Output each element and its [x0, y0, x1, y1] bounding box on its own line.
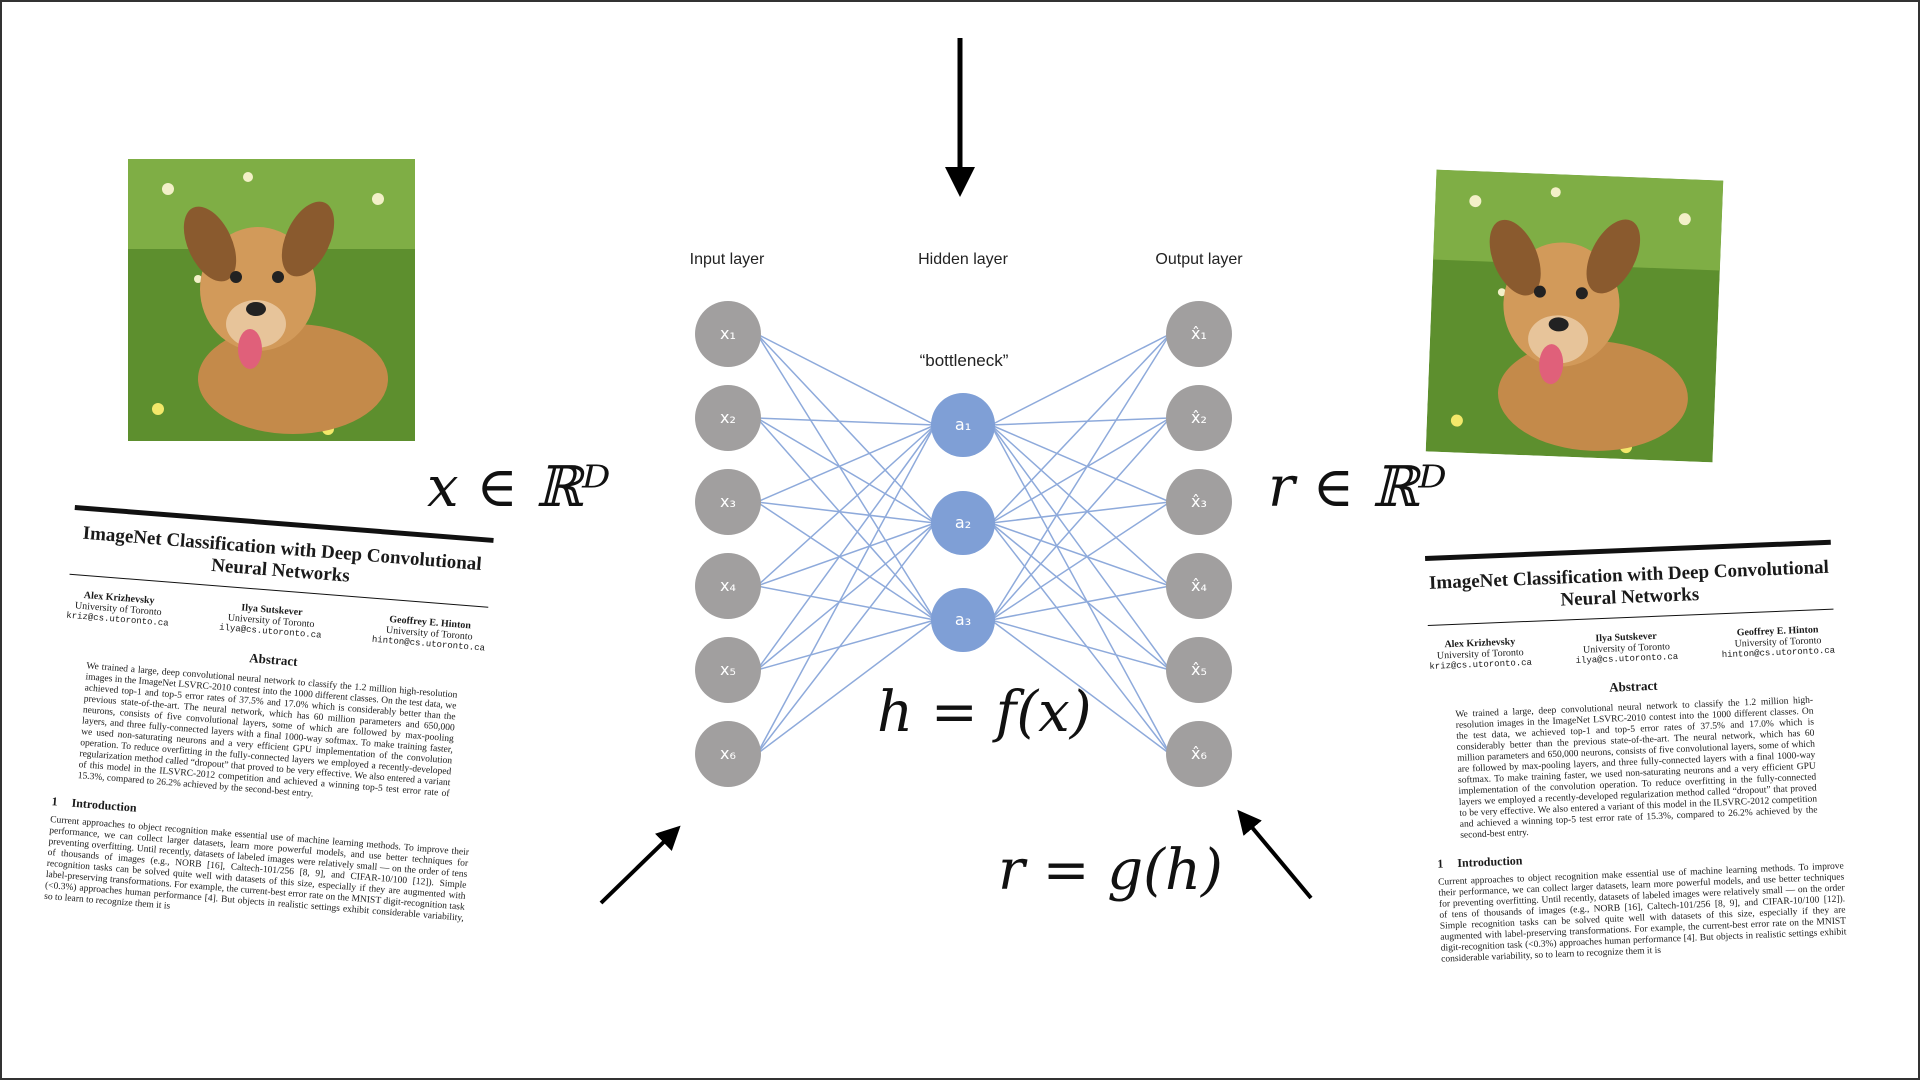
- input-node: x₁: [695, 301, 761, 367]
- input-node-label: x₁: [720, 324, 736, 343]
- output-node-circle: [1166, 385, 1232, 451]
- hidden-output-edge: [990, 619, 1171, 671]
- output-node-label: x̂₄: [1191, 576, 1207, 595]
- hidden-node-circle: [931, 588, 995, 652]
- hidden-output-edge: [990, 522, 1171, 587]
- hidden-output-edge: [990, 585, 1171, 621]
- input-node-circle: [695, 721, 761, 787]
- output-node: x̂₁: [1166, 301, 1232, 367]
- output-node: x̂₄: [1166, 553, 1232, 619]
- input-node: x₃: [695, 469, 761, 535]
- hidden-output-edge: [990, 424, 1171, 755]
- hidden-node-circle: [931, 393, 995, 457]
- input-hidden-edge: [756, 619, 936, 755]
- network-edges: [756, 333, 1171, 755]
- output-node-circle: [1166, 637, 1232, 703]
- dog-photo-input: [128, 159, 415, 441]
- encoder-formula: h = f(x): [877, 680, 1092, 745]
- output-node: x̂₂: [1166, 385, 1232, 451]
- hidden-node: a₃: [931, 588, 995, 652]
- input-node: x₅: [695, 637, 761, 703]
- input-node: x₂: [695, 385, 761, 451]
- decoder-formula: r = g(h): [998, 838, 1223, 903]
- input-hidden-edge: [756, 417, 936, 426]
- output-node-label: x̂₆: [1191, 744, 1207, 763]
- bottleneck-label: “bottleneck”: [919, 351, 1009, 370]
- input-hidden-edge: [756, 333, 936, 524]
- hidden-output-edge: [990, 424, 1171, 671]
- hidden-output-edge: [990, 424, 1171, 503]
- input-node-circle: [695, 301, 761, 367]
- input-hidden-edge: [756, 585, 936, 621]
- hidden-output-edge: [990, 333, 1171, 621]
- input-hidden-edge: [756, 501, 936, 524]
- input-node-circle: [695, 469, 761, 535]
- dog-photo-reconstruction: [1425, 169, 1724, 463]
- input-hidden-edge: [756, 333, 936, 426]
- input-hidden-edge: [756, 501, 936, 621]
- hidden-node: a₂: [931, 491, 995, 555]
- input-node-circle: [695, 553, 761, 619]
- hidden-node-circle: [931, 491, 995, 555]
- input-hidden-edge: [756, 424, 936, 503]
- input-node: x₆: [695, 721, 761, 787]
- hidden-output-edge: [990, 333, 1171, 426]
- hidden-output-edge: [990, 417, 1171, 426]
- hidden-output-edge: [990, 417, 1171, 621]
- input-hidden-edge: [756, 417, 936, 621]
- output-layer-label: Output layer: [1155, 251, 1243, 268]
- arrow-to-output: [1237, 809, 1313, 900]
- hidden-node-label: a₂: [955, 513, 971, 532]
- network-nodes: x₁ x₂ x₃ x₄ x₅ x₆ a₁ a₂ a₃ x̂₁ x̂₂ x̂₃ x̂₄ x̂₅ x̂₆: [695, 301, 1232, 787]
- output-node: x̂₅: [1166, 637, 1232, 703]
- input-hidden-edge: [756, 522, 936, 755]
- input-node-circle: [695, 385, 761, 451]
- output-node-circle: [1166, 301, 1232, 367]
- input-node-label: x₃: [720, 492, 736, 511]
- output-node: x̂₆: [1166, 721, 1232, 787]
- output-node-label: x̂₅: [1191, 660, 1207, 679]
- hidden-output-edge: [990, 522, 1171, 671]
- input-node-label: x₂: [720, 408, 736, 427]
- output-node: x̂₃: [1166, 469, 1232, 535]
- output-node-circle: [1166, 553, 1232, 619]
- output-node-label: x̂₁: [1191, 324, 1207, 343]
- output-node-label: x̂₂: [1191, 408, 1207, 427]
- hidden-output-edge: [990, 619, 1171, 755]
- output-node-label: x̂₃: [1191, 492, 1207, 511]
- hidden-node: a₁: [931, 393, 995, 457]
- hidden-node-label: a₁: [955, 415, 971, 434]
- input-layer-label: Input layer: [689, 251, 765, 268]
- input-hidden-edge: [756, 424, 936, 755]
- input-node: x₄: [695, 553, 761, 619]
- output-node-circle: [1166, 721, 1232, 787]
- input-node-label: x₅: [720, 660, 736, 679]
- hidden-output-edge: [990, 333, 1171, 524]
- hidden-output-edge: [990, 522, 1171, 755]
- input-hidden-edge: [756, 417, 936, 524]
- input-hidden-edge: [756, 522, 936, 587]
- input-hidden-edge: [756, 424, 936, 587]
- input-node-label: x₄: [720, 576, 736, 595]
- input-hidden-edge: [756, 619, 936, 671]
- arrows: [599, 38, 1313, 905]
- arrow-to-input: [599, 825, 681, 905]
- input-hidden-edge: [756, 424, 936, 671]
- hidden-layer-label: Hidden layer: [918, 251, 1008, 268]
- input-node-label: x₆: [720, 744, 736, 763]
- hidden-output-edge: [990, 417, 1171, 524]
- input-hidden-edge: [756, 522, 936, 671]
- output-space-formula: r ∈ ℝᴰ: [1268, 455, 1447, 520]
- hidden-output-edge: [990, 424, 1171, 587]
- input-node-circle: [695, 637, 761, 703]
- input-space-formula: x ∈ ℝᴰ: [427, 455, 611, 520]
- hidden-node-label: a₃: [955, 610, 971, 629]
- output-node-circle: [1166, 469, 1232, 535]
- hidden-output-edge: [990, 501, 1171, 621]
- input-hidden-edge: [756, 333, 936, 621]
- hidden-output-edge: [990, 501, 1171, 524]
